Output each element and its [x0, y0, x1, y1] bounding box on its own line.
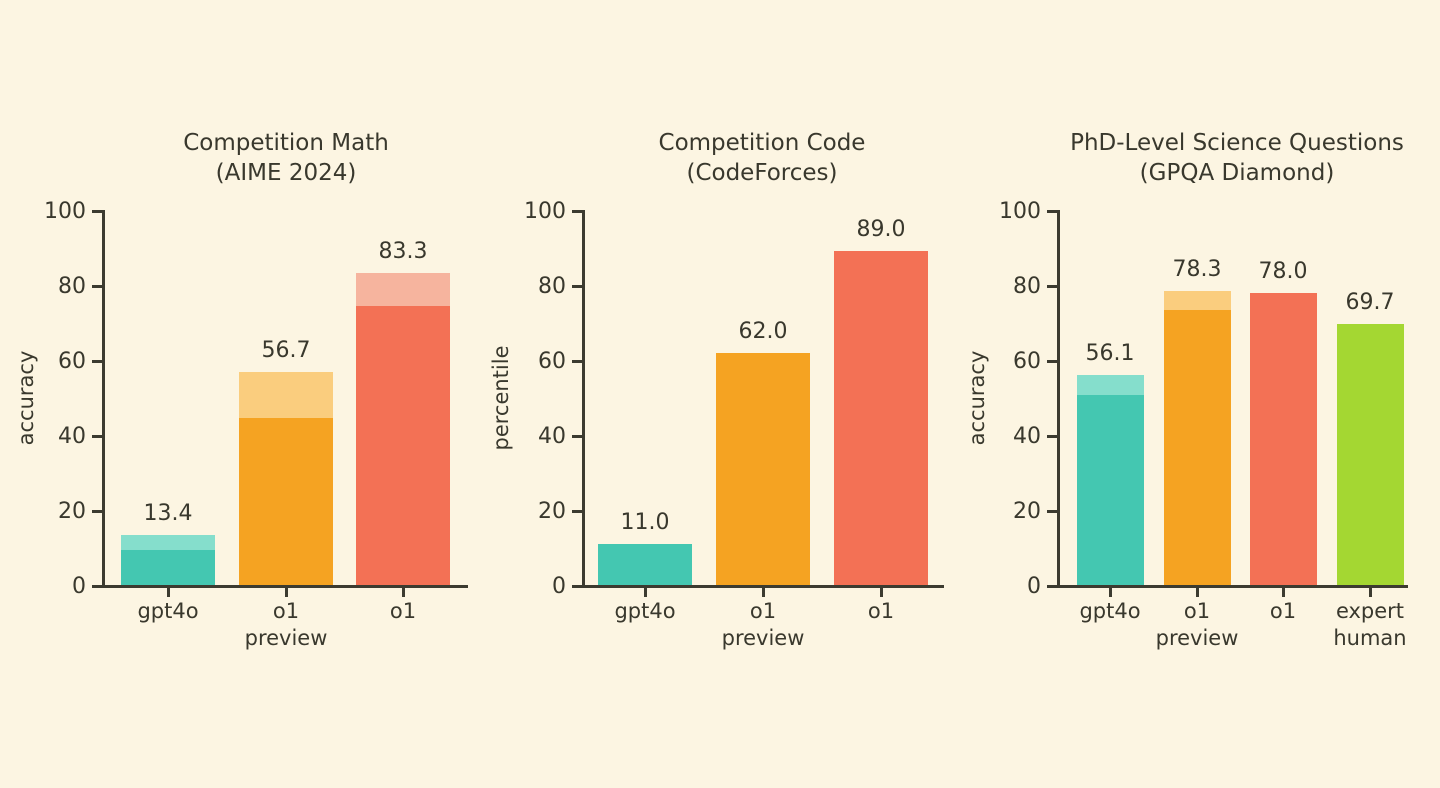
bar-coral	[1249, 292, 1317, 585]
y-tick-label: 80	[538, 274, 566, 299]
x-tick-label: gpt4o	[614, 599, 676, 623]
x-tick	[402, 588, 405, 597]
y-tick-label: 40	[58, 424, 86, 449]
y-tick	[572, 210, 582, 213]
bar-orange	[239, 417, 333, 585]
x-tick-label: o1	[1269, 599, 1297, 623]
x-tick	[644, 588, 647, 597]
y-tick	[1047, 360, 1057, 363]
y-tick-label: 40	[538, 424, 566, 449]
y-tick	[92, 435, 102, 438]
y-tick-label: 20	[58, 499, 86, 524]
x-tick-label: gpt4o	[1079, 599, 1141, 623]
x-tick-label: o1 preview	[1155, 599, 1239, 650]
y-axis-label: percentile	[489, 344, 513, 451]
y-tick	[572, 585, 582, 588]
y-tick	[1047, 210, 1057, 213]
bar-orange	[1163, 310, 1231, 585]
bar-value-label: 62.0	[738, 318, 788, 344]
bar-coral	[834, 251, 928, 585]
x-tick	[1282, 588, 1285, 597]
y-tick	[92, 285, 102, 288]
y-tick-label: 0	[552, 574, 566, 599]
y-tick-label: 60	[538, 349, 566, 374]
y-tick	[572, 435, 582, 438]
y-tick-label: 80	[58, 274, 86, 299]
x-tick	[285, 588, 288, 597]
x-tick	[1369, 588, 1372, 597]
y-tick-label: 0	[1027, 574, 1041, 599]
y-tick-label: 100	[999, 199, 1041, 224]
y-tick	[1047, 510, 1057, 513]
chart-title: PhD-Level Science Questions (GPQA Diamon…	[1070, 130, 1404, 186]
y-tick-label: 0	[72, 574, 86, 599]
bar-value-label: 83.3	[378, 238, 428, 264]
y-tick	[1047, 285, 1057, 288]
bar-value-label: 56.1	[1085, 340, 1135, 366]
bar-teal	[1076, 395, 1144, 585]
y-axis-spine	[102, 210, 105, 588]
y-tick-label: 80	[1013, 274, 1041, 299]
y-tick-label: 100	[44, 199, 86, 224]
y-tick-label: 20	[538, 499, 566, 524]
x-tick	[762, 588, 765, 597]
x-tick	[167, 588, 170, 597]
y-tick	[1047, 435, 1057, 438]
x-tick-label: o1	[389, 599, 417, 623]
chart-title: Competition Code (CodeForces)	[658, 130, 866, 186]
y-tick	[92, 210, 102, 213]
y-tick	[572, 510, 582, 513]
y-axis-label: accuracy	[965, 350, 989, 445]
bar-teal	[121, 550, 215, 585]
y-tick-label: 60	[1013, 349, 1041, 374]
x-tick	[880, 588, 883, 597]
x-tick-label: o1	[867, 599, 895, 623]
bar-value-label: 69.7	[1345, 289, 1395, 315]
x-tick-label: expert human	[1333, 599, 1407, 650]
bar-value-label: 56.7	[261, 338, 311, 364]
x-tick	[1196, 588, 1199, 597]
x-tick-label: gpt4o	[137, 599, 199, 623]
y-axis-label: accuracy	[14, 350, 38, 445]
bar-value-label: 89.0	[856, 217, 906, 243]
bar-green	[1336, 323, 1404, 585]
y-tick	[1047, 585, 1057, 588]
bar-teal	[598, 543, 692, 585]
x-axis-spine	[102, 585, 468, 588]
y-tick-label: 100	[524, 199, 566, 224]
x-tick-label: o1 preview	[721, 599, 805, 650]
y-tick-label: 20	[1013, 499, 1041, 524]
bar-value-label: 78.0	[1258, 258, 1308, 284]
y-axis-spine	[1057, 210, 1060, 588]
bar-value-label: 13.4	[143, 500, 193, 526]
x-tick-label: o1 preview	[244, 599, 328, 650]
y-tick-label: 60	[58, 349, 86, 374]
x-axis-spine	[582, 585, 944, 588]
y-tick	[572, 360, 582, 363]
bar-orange	[716, 352, 810, 585]
chart-title: Competition Math (AIME 2024)	[183, 130, 389, 186]
y-tick	[92, 510, 102, 513]
y-axis-spine	[582, 210, 585, 588]
y-tick	[92, 585, 102, 588]
x-axis-spine	[1057, 585, 1408, 588]
bar-coral	[356, 306, 450, 585]
y-tick	[572, 285, 582, 288]
y-tick	[92, 360, 102, 363]
bar-value-label: 11.0	[620, 509, 670, 535]
y-tick-label: 40	[1013, 424, 1041, 449]
x-tick	[1109, 588, 1112, 597]
bar-value-label: 78.3	[1172, 257, 1222, 283]
